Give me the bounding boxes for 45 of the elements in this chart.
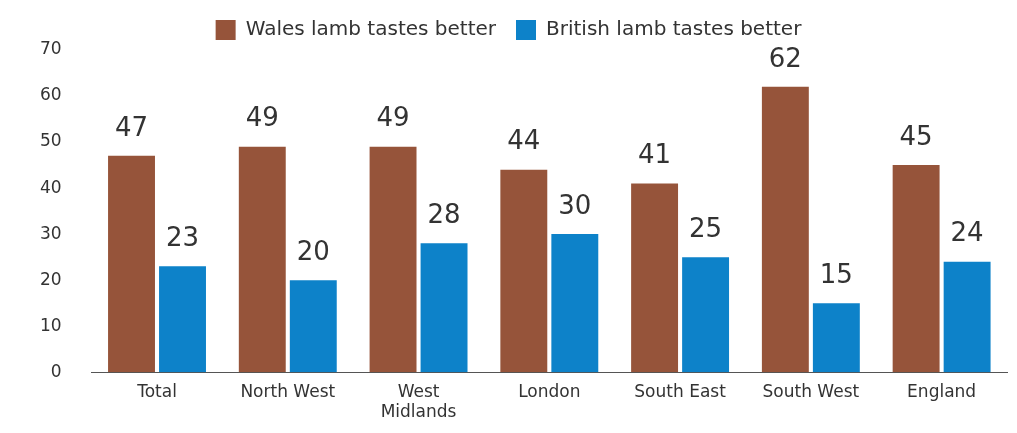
bar xyxy=(682,257,730,373)
bar xyxy=(892,165,940,373)
y-tick-label: 20 xyxy=(39,268,62,289)
legend-label: Wales lamb tastes better xyxy=(245,16,497,41)
bar xyxy=(500,169,548,373)
data-label: 47 xyxy=(114,111,149,142)
bar xyxy=(812,303,860,373)
x-tick-label: London xyxy=(518,380,581,401)
legend-label: British lamb tastes better xyxy=(546,16,803,41)
y-tick-label: 50 xyxy=(39,130,62,151)
x-tick-label: West Midlands xyxy=(380,380,457,422)
data-label: 49 xyxy=(245,102,279,133)
bar xyxy=(420,243,468,373)
bar xyxy=(289,280,337,373)
y-tick-label: 60 xyxy=(39,84,62,105)
data-label: 44 xyxy=(507,125,541,156)
data-label: 62 xyxy=(768,42,802,73)
bar xyxy=(159,266,206,373)
bar xyxy=(108,155,155,373)
data-label: 41 xyxy=(638,139,672,170)
bar xyxy=(551,234,599,373)
data-label: 30 xyxy=(558,189,592,220)
bar xyxy=(238,146,286,373)
x-tick-label: South West xyxy=(762,380,860,401)
x-tick-label: North West xyxy=(240,380,336,401)
y-tick-label: 10 xyxy=(39,314,62,335)
bar xyxy=(761,86,809,373)
data-label: 28 xyxy=(427,199,461,230)
bar xyxy=(943,261,991,373)
data-label: 20 xyxy=(296,235,330,266)
x-tick-label: England xyxy=(907,380,977,401)
data-label: 49 xyxy=(376,102,410,133)
bar xyxy=(369,146,417,373)
data-label: 23 xyxy=(165,222,200,253)
bar xyxy=(631,183,679,373)
y-tick-label: 0 xyxy=(50,360,62,381)
y-tick-label: 40 xyxy=(39,176,62,197)
data-label: 24 xyxy=(950,217,984,248)
y-tick-label: 70 xyxy=(39,38,62,59)
data-label: 15 xyxy=(819,258,853,289)
data-label: 25 xyxy=(689,212,723,243)
x-tick-label: Total xyxy=(136,380,177,401)
y-tick-label: 30 xyxy=(39,222,62,243)
x-tick-label: South East xyxy=(634,380,727,401)
data-label: 45 xyxy=(899,120,933,151)
